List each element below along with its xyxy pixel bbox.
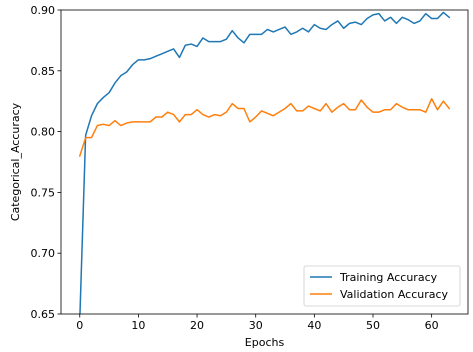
legend-label-training: Training Accuracy — [339, 271, 438, 284]
x-tick-label: 60 — [425, 319, 439, 332]
x-tick-label: 30 — [249, 319, 263, 332]
x-tick-label: 0 — [76, 319, 83, 332]
x-tick-label: 10 — [131, 319, 145, 332]
y-tick-label: 0.80 — [31, 126, 56, 139]
y-tick-label: 0.65 — [31, 308, 56, 321]
x-tick-label: 40 — [307, 319, 321, 332]
plot-frame — [60, 9, 469, 315]
x-tick-label: 50 — [366, 319, 380, 332]
y-axis-label: Categorical_Accuracy — [9, 102, 22, 221]
legend: Training Accuracy Validation Accuracy — [303, 265, 461, 307]
x-axis-label: Epochs — [245, 336, 285, 349]
series-layer — [78, 11, 451, 314]
y-tick-label: 0.85 — [31, 65, 56, 78]
legend-label-validation: Validation Accuracy — [340, 288, 449, 301]
x-tick-label: 20 — [190, 319, 204, 332]
y-tick-label: 0.90 — [31, 4, 56, 17]
series-line-validation — [78, 98, 451, 157]
y-tick-label: 0.75 — [31, 186, 56, 199]
ticks-layer: 0 10 20 30 40 50 60 0.65 0.70 0.75 0.80 0.85 0.90 — [31, 4, 439, 332]
y-tick-label: 0.70 — [31, 247, 56, 260]
legend-box — [303, 265, 461, 307]
series-line-training — [79, 11, 451, 314]
